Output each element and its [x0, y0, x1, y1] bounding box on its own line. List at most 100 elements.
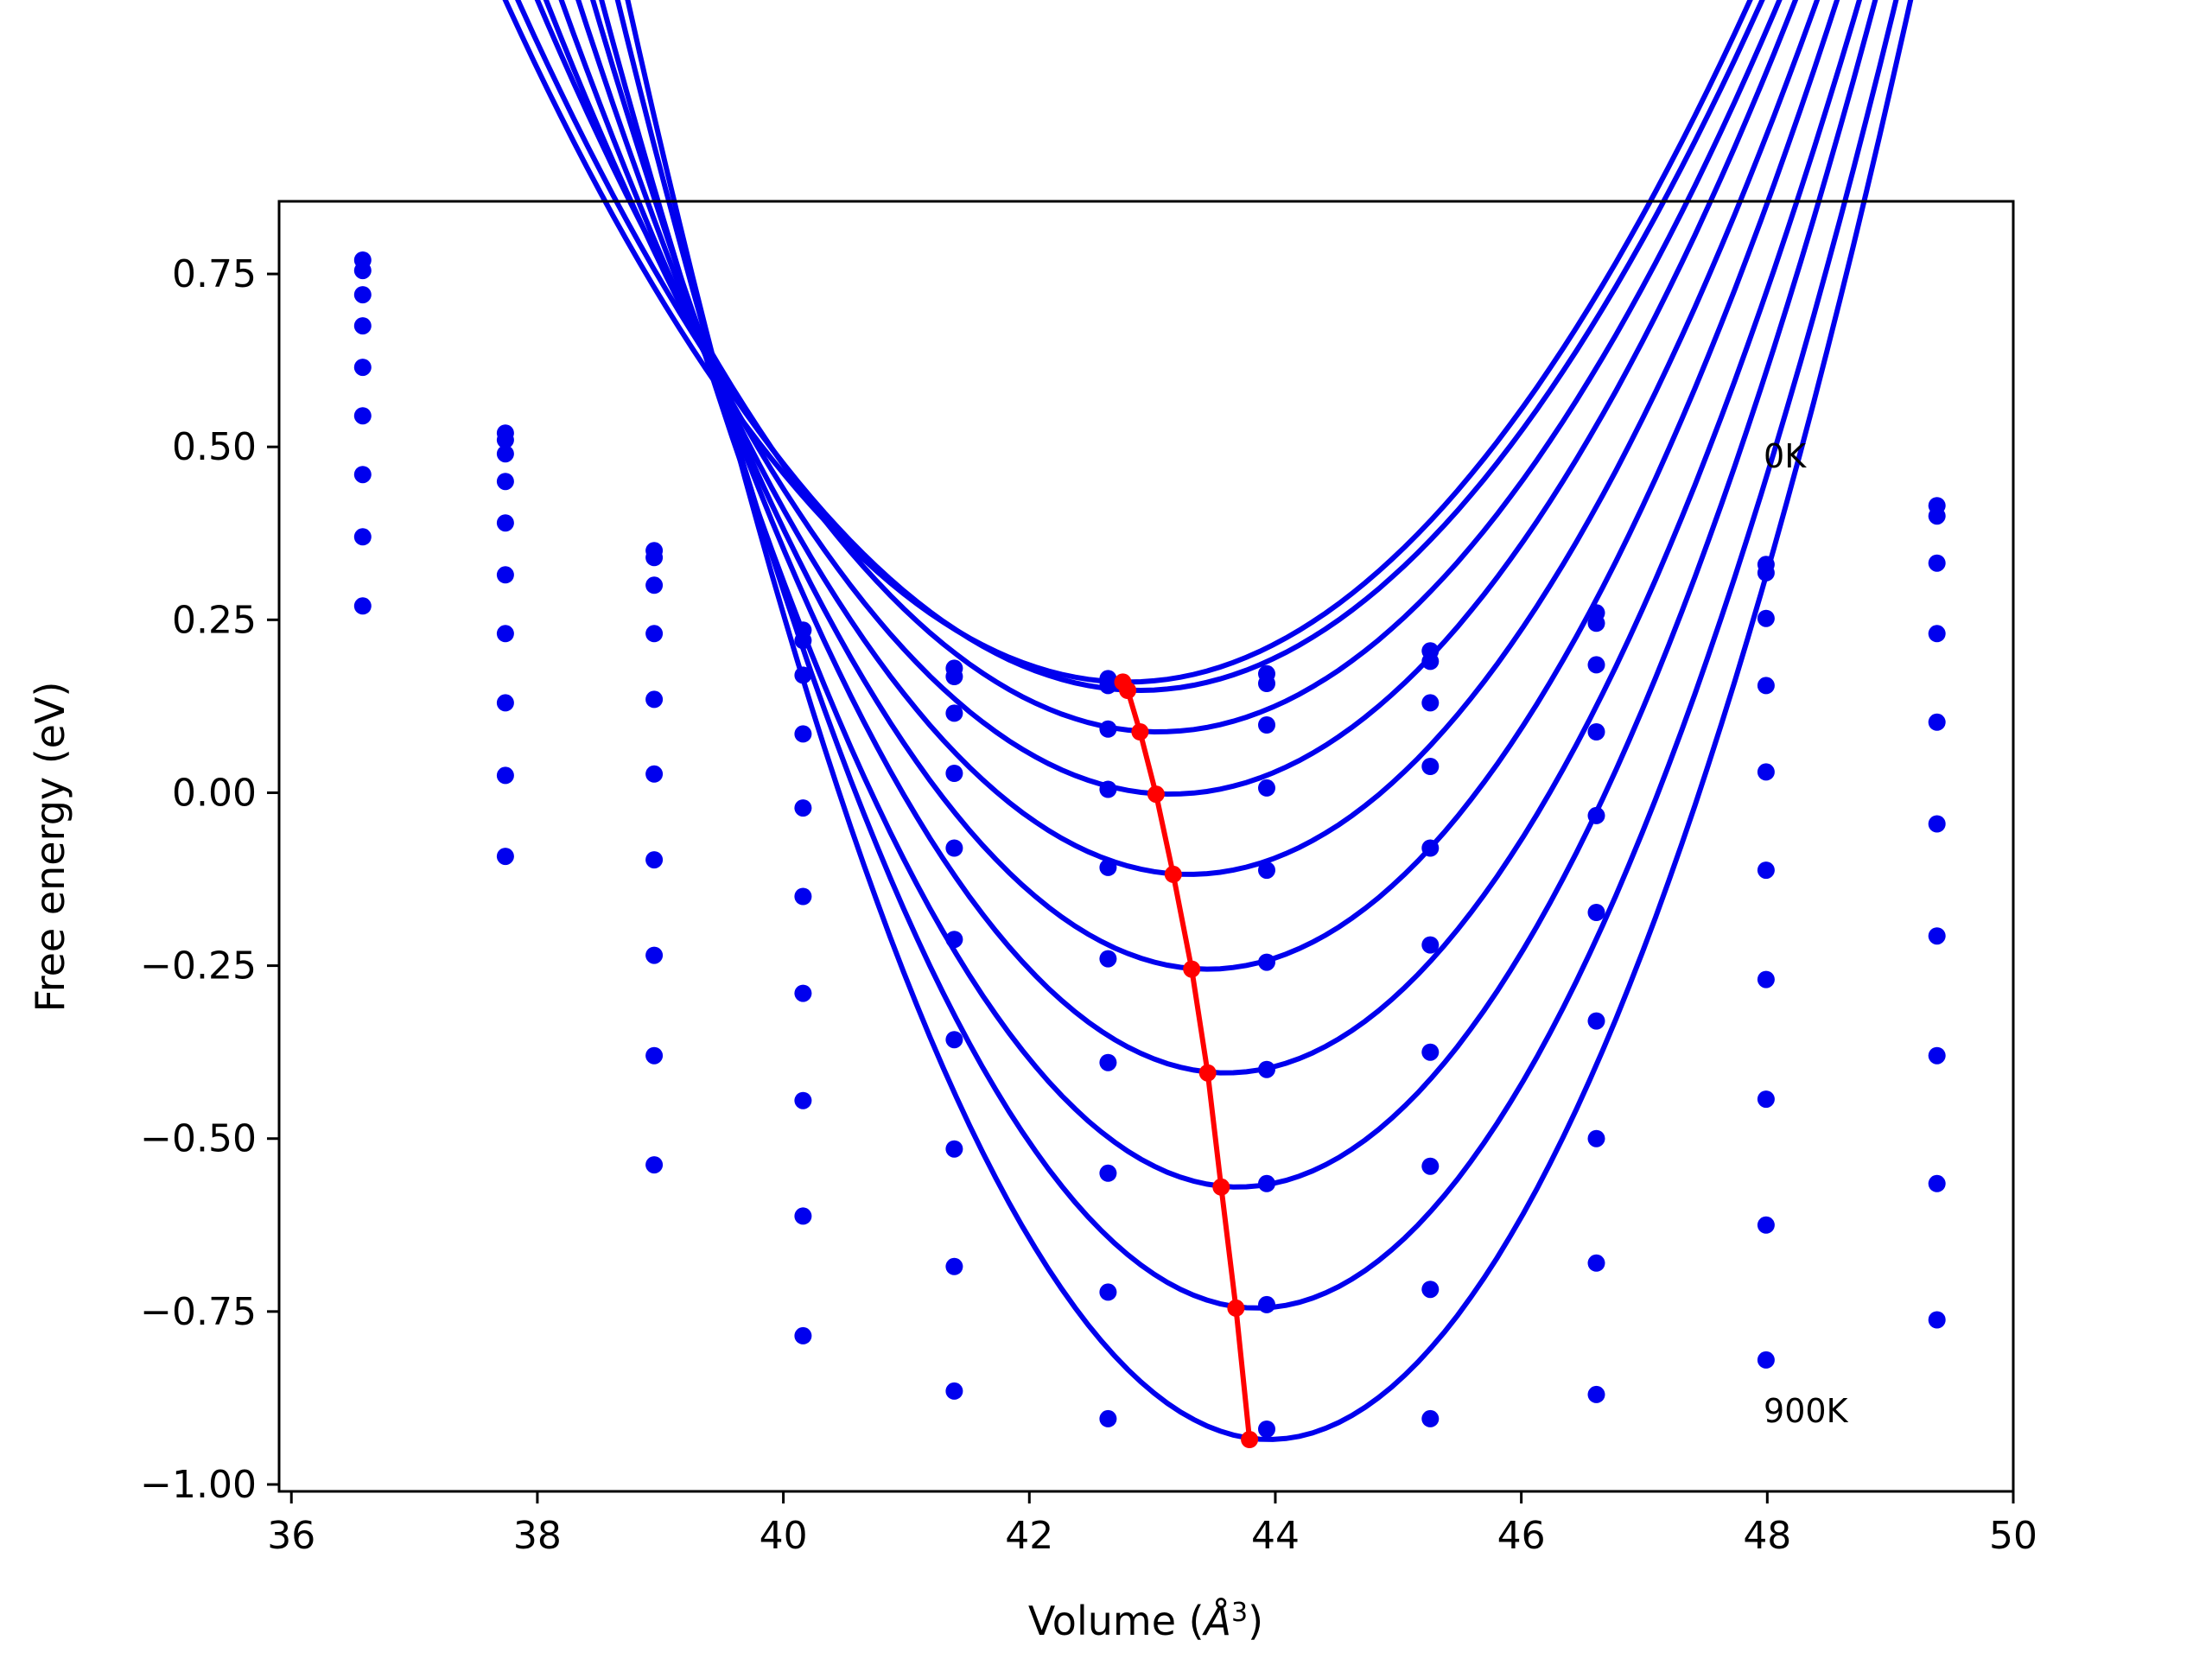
data-point-300K [645, 625, 664, 643]
data-point-600K [794, 984, 812, 1002]
data-point-800K [1757, 1216, 1775, 1234]
data-point-700K [1258, 1174, 1275, 1192]
data-point-300K [1928, 625, 1946, 643]
data-point-800K [645, 1046, 664, 1065]
data-point-200K [794, 666, 812, 684]
data-point-100K [1421, 652, 1440, 671]
data-point-800K [1928, 1174, 1946, 1192]
minimum-point [1131, 723, 1149, 741]
data-point-700K [1757, 1090, 1775, 1109]
data-point-500K [1757, 861, 1775, 880]
x-tick-label: 42 [1005, 1514, 1053, 1558]
minimum-point [1183, 960, 1201, 978]
data-point-300K [496, 473, 514, 491]
data-point-600K [353, 466, 372, 484]
data-point-300K [1099, 780, 1117, 798]
minimum-point [1198, 1064, 1217, 1082]
data-point-400K [353, 359, 372, 377]
data-point-100K [496, 431, 514, 449]
x-tick-label: 36 [267, 1514, 315, 1558]
data-point-700K [353, 528, 372, 546]
data-point-600K [1258, 1060, 1275, 1078]
data-point-900K [1258, 1421, 1275, 1438]
data-point-900K [1421, 1409, 1440, 1427]
data-point-600K [496, 625, 514, 643]
data-point-100K [1587, 614, 1605, 632]
minimum-point [1227, 1299, 1245, 1317]
y-axis-ticks: 0.75 0.50 0.25 0.00 −0.25 −0.50 −0.75 −1.00 [140, 252, 279, 1507]
data-point-500K [794, 887, 812, 906]
data-point-200K [1421, 694, 1440, 712]
data-point-700K [496, 694, 514, 712]
fit-curve-100K [515, 0, 1765, 694]
data-point-200K [496, 445, 514, 463]
data-point-500K [1928, 815, 1946, 833]
data-point-900K [1928, 1311, 1946, 1329]
y-tick-label: −0.25 [140, 944, 257, 988]
data-point-600K [1421, 1043, 1440, 1061]
fit-curve-500K [575, 0, 1840, 972]
fit-curve-600K [590, 0, 1863, 1076]
data-point-100K [794, 632, 812, 650]
fit-curve-900K [625, 0, 1914, 1442]
data-point-600K [645, 851, 664, 869]
minimum-point [1119, 682, 1137, 699]
data-point-400K [1587, 806, 1605, 824]
data-point-700K [1099, 1164, 1117, 1182]
data-point-200K [1258, 716, 1275, 734]
x-tick-label: 40 [760, 1514, 808, 1558]
fit-curve-0K [502, 0, 1753, 685]
data-point-700K [645, 946, 664, 964]
data-point-500K [496, 566, 514, 584]
data-point-400K [1421, 839, 1440, 857]
data-point-400K [496, 514, 514, 532]
data-point-700K [1421, 1157, 1440, 1175]
data-point-400K [1099, 858, 1117, 876]
data-point-600K [1928, 927, 1946, 945]
x-tick-label: 38 [513, 1514, 562, 1558]
fit-curve-800K [614, 0, 1899, 1311]
x-tick-label: 50 [1989, 1514, 2037, 1558]
data-point-100K [353, 262, 372, 280]
data-point-800K [1258, 1295, 1275, 1313]
minimum-line [1114, 673, 1259, 1448]
annotations: 0K 900K [1764, 437, 1849, 1430]
minimum-point [1147, 785, 1165, 804]
data-point-400K [794, 799, 812, 817]
data-point-700K [1928, 1046, 1946, 1065]
data-point-600K [1757, 970, 1775, 988]
data-point-300K [1587, 723, 1605, 741]
data-point-300K [1258, 779, 1275, 797]
data-point-900K [645, 1156, 664, 1174]
data-point-800K [1587, 1254, 1605, 1272]
data-point-300K [353, 317, 372, 335]
data-point-700K [1587, 1129, 1605, 1147]
data-point-800K [353, 597, 372, 615]
data-point-400K [945, 839, 963, 857]
y-tick-label: −0.75 [140, 1290, 257, 1334]
y-tick-label: 0.25 [172, 598, 257, 642]
data-point-100K [1099, 677, 1117, 695]
data-point-500K [1258, 953, 1275, 971]
y-axis-label: Free energy (eV) [27, 682, 73, 1013]
y-tick-label: 0.50 [172, 425, 257, 469]
y-tick-label: −0.50 [140, 1117, 257, 1161]
data-point-300K [794, 725, 812, 743]
data-point-600K [945, 1031, 963, 1049]
data-point-300K [1421, 758, 1440, 775]
data-point-800K [1099, 1283, 1117, 1301]
data-point-600K [1587, 1012, 1605, 1030]
annotation-0k: 0K [1764, 437, 1807, 475]
data-point-900K [1757, 1351, 1775, 1369]
x-tick-label: 44 [1251, 1514, 1300, 1558]
data-point-500K [645, 765, 664, 783]
data-point-300K [1757, 677, 1775, 695]
y-tick-label: 0.75 [172, 252, 257, 296]
data-point-700K [794, 1091, 812, 1109]
data-point-200K [1099, 720, 1117, 738]
data-point-400K [1928, 713, 1946, 731]
data-point-100K [945, 668, 963, 685]
minimum-curve [1120, 680, 1253, 1440]
